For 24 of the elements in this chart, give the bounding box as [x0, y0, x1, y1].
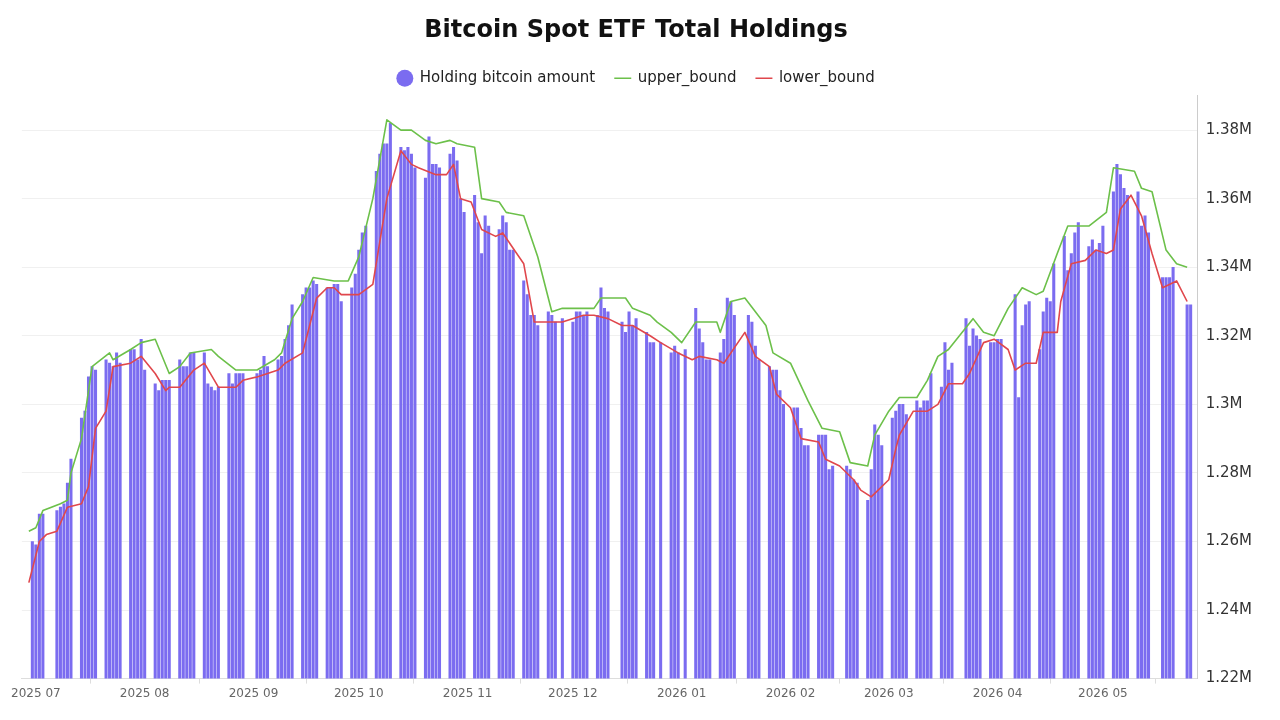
- y-tick-label: 1.38M: [1205, 119, 1252, 138]
- y-tick-label: 1.26M: [1205, 531, 1252, 550]
- y-tick-label: 1.24M: [1205, 599, 1252, 618]
- x-tick-label: 2025 12: [548, 685, 598, 700]
- x-tick-label: 2025 11: [442, 685, 493, 700]
- legend-label: lower_bound: [778, 68, 875, 88]
- x-tick-label: 2026 01: [656, 685, 707, 700]
- x-tick-label: 2026 04: [972, 685, 1023, 700]
- y-tick-label: 1.28M: [1205, 462, 1252, 481]
- legend-label: Holding bitcoin amount: [419, 68, 596, 87]
- legend-label: upper_bound: [637, 68, 737, 88]
- x-tick-label: 2026 03: [863, 685, 914, 700]
- x-tick-label: 2025 08: [119, 685, 170, 700]
- y-tick-label: 1.3M: [1205, 394, 1243, 413]
- x-tick-label: 2025 07: [11, 685, 61, 700]
- x-tick-label: 2025 09: [228, 685, 279, 700]
- chart-title: Bitcoin Spot ETF Total Holdings: [424, 14, 848, 43]
- x-tick-label: 2025 10: [333, 685, 384, 700]
- x-tick-label: 2026 05: [1078, 685, 1128, 700]
- x-tick-label: 2026 02: [765, 685, 816, 700]
- y-tick-label: 1.22M: [1205, 668, 1252, 687]
- y-tick-label: 1.32M: [1205, 325, 1252, 344]
- y-tick-label: 1.36M: [1205, 188, 1252, 207]
- y-tick-label: 1.34M: [1205, 257, 1252, 276]
